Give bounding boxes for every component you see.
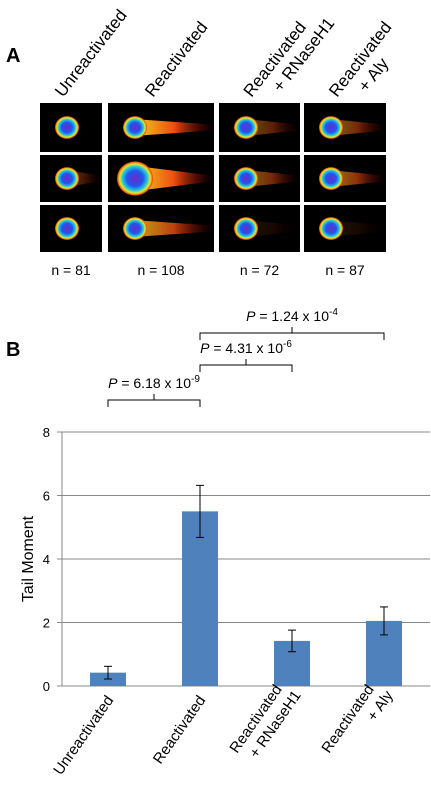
comet-head bbox=[55, 167, 79, 190]
p-exponent: -6 bbox=[283, 339, 292, 350]
p-text: = 6.18 x 10 bbox=[117, 375, 191, 391]
count-label: n = 87 bbox=[325, 262, 365, 278]
count-label: n = 72 bbox=[240, 262, 280, 278]
comet-tail bbox=[331, 220, 384, 237]
column-header-line: Unreactivated bbox=[51, 6, 131, 100]
significance-bracket bbox=[107, 394, 201, 407]
column-header: Reactivated bbox=[141, 18, 211, 100]
x-tick-label: Reactivated+ Aly bbox=[318, 676, 397, 767]
error-bar bbox=[288, 629, 296, 653]
comet-tail bbox=[246, 220, 298, 237]
comet-tail bbox=[246, 170, 298, 187]
comet-head bbox=[319, 217, 343, 240]
p-value: P = 6.18 x 10-9 bbox=[108, 374, 200, 391]
comet-head bbox=[234, 167, 258, 190]
bar bbox=[182, 511, 218, 686]
comet-tail bbox=[331, 170, 384, 187]
count-label: n = 81 bbox=[51, 262, 91, 278]
column-header: Reactivated+ RNaseH1 bbox=[240, 2, 339, 113]
p-exponent: -4 bbox=[329, 307, 338, 318]
comet-head bbox=[117, 161, 153, 196]
x-tick-label-line: Reactivated bbox=[150, 693, 209, 768]
panel-label: B bbox=[6, 339, 20, 361]
column-header: Unreactivated bbox=[51, 6, 131, 100]
comet-tail bbox=[135, 119, 212, 136]
error-bar bbox=[380, 606, 388, 636]
comet-tail bbox=[246, 119, 298, 136]
significance-bracket bbox=[199, 359, 293, 372]
column-header: Reactivated+ Aly bbox=[325, 18, 411, 113]
comet-head bbox=[55, 116, 79, 139]
comet-tail bbox=[135, 165, 212, 192]
x-tick-label-line: Unreactivated bbox=[50, 693, 117, 779]
x-tick-label: Reactivated+ RNaseH1 bbox=[226, 677, 304, 767]
y-tick-label: 0 bbox=[43, 679, 50, 694]
p-text: = 1.24 x 10 bbox=[255, 308, 329, 324]
comet-head bbox=[55, 217, 79, 240]
p-exponent: -9 bbox=[191, 374, 200, 385]
y-tick-label: 8 bbox=[43, 425, 50, 440]
error-bar bbox=[104, 665, 112, 680]
y-tick-label: 4 bbox=[43, 552, 50, 567]
error-bar bbox=[196, 484, 204, 538]
comet-head bbox=[319, 167, 343, 190]
comet-head bbox=[234, 217, 258, 240]
p-value: P = 4.31 x 10-6 bbox=[200, 339, 292, 356]
p-value: P = 1.24 x 10-4 bbox=[246, 307, 338, 324]
comet-head bbox=[123, 217, 147, 240]
y-tick-label: 2 bbox=[43, 616, 50, 631]
comet-tail bbox=[331, 119, 384, 136]
p-symbol: P bbox=[200, 340, 210, 356]
panel-label: A bbox=[6, 45, 20, 67]
comet-images bbox=[40, 103, 386, 252]
p-symbol: P bbox=[108, 375, 118, 391]
p-text: = 4.31 x 10 bbox=[209, 340, 283, 356]
x-tick-label: Reactivated bbox=[150, 693, 209, 768]
comet-tail bbox=[135, 220, 212, 237]
y-tick-label: 6 bbox=[43, 489, 50, 504]
column-header-line: Reactivated bbox=[141, 18, 211, 100]
comet-head bbox=[234, 116, 258, 139]
y-axis-label: Tail Moment bbox=[20, 515, 37, 602]
x-tick-label: Unreactivated bbox=[50, 693, 117, 779]
comet-head bbox=[319, 116, 343, 139]
count-label: n = 108 bbox=[137, 262, 184, 278]
comet-head bbox=[123, 116, 147, 139]
p-symbol: P bbox=[246, 308, 256, 324]
significance-bracket bbox=[199, 327, 385, 340]
